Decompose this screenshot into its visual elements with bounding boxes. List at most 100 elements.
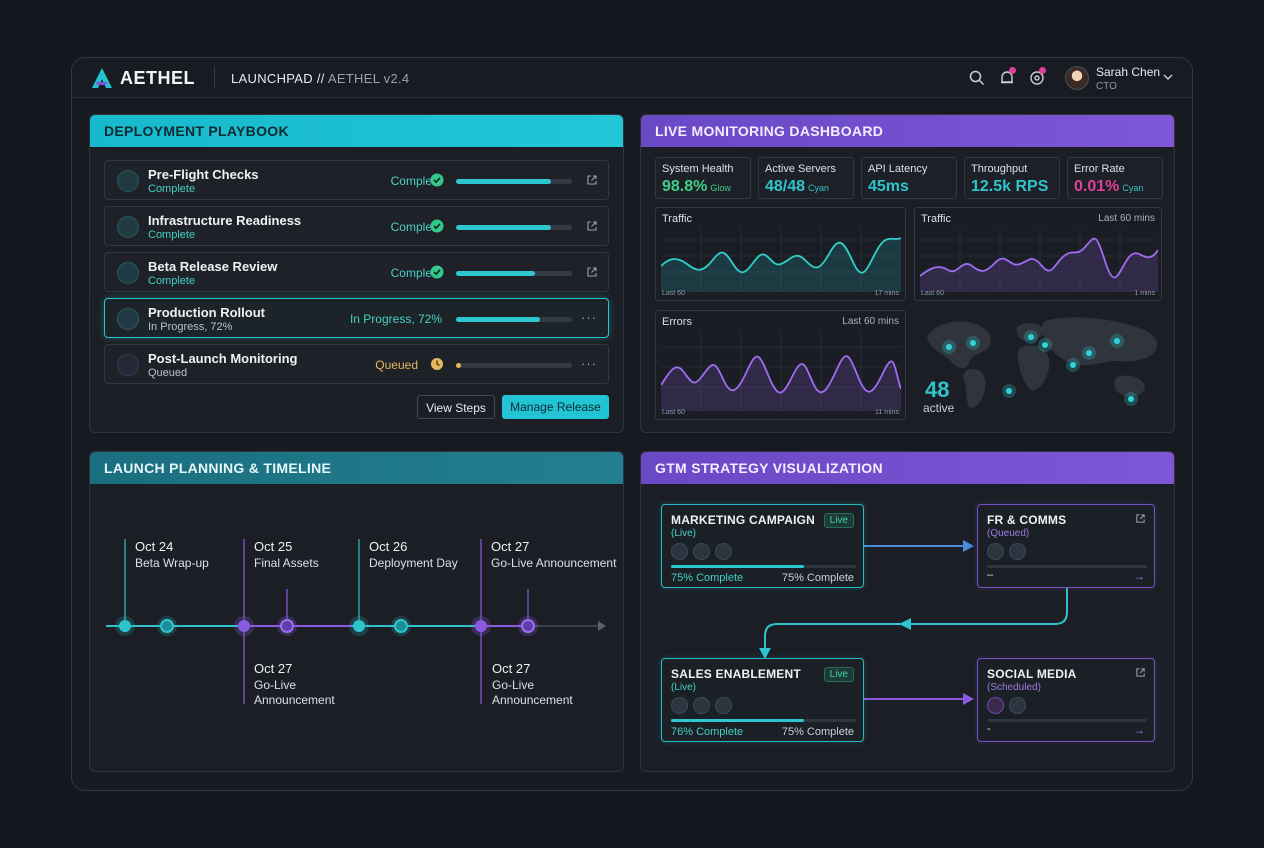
- traffic-chart-last-60[interactable]: Traffic Last 60 mins Last 60 1 mins: [914, 207, 1162, 301]
- step-icon: [117, 308, 139, 330]
- status-badge: Live: [823, 513, 854, 528]
- step-progress-bar: [456, 225, 572, 230]
- active-count: 48: [925, 377, 950, 402]
- bell-icon[interactable]: [998, 69, 1016, 87]
- external-link-icon[interactable]: [586, 174, 598, 186]
- external-link-icon[interactable]: [1135, 667, 1146, 678]
- node-subtitle: (Live): [671, 682, 697, 693]
- axis-tick: Last 60: [662, 409, 685, 416]
- share-icon: [693, 543, 710, 560]
- check-circle-icon: [430, 265, 444, 279]
- channel-icons: [987, 543, 1031, 560]
- milestone-date: Oct 26: [369, 539, 408, 554]
- view-steps-button[interactable]: View Steps: [417, 395, 495, 419]
- playbook-step-active[interactable]: Production Rollout In Progress, 72% In P…: [104, 298, 609, 338]
- milestone-date: Oct 25: [254, 539, 293, 554]
- marketing-campaign-node[interactable]: MARKETING CAMPAIGN (Live) Live 75% Compl…: [661, 504, 864, 588]
- arrow-right-icon[interactable]: →: [1133, 569, 1145, 583]
- axis-tick: 11 mins: [875, 409, 899, 416]
- axis-tick: Last 60: [662, 290, 685, 297]
- channel-icons: [671, 543, 737, 560]
- step-icon: [117, 354, 139, 376]
- milestone-date: Oct 27: [254, 661, 293, 676]
- node-progress-bar: [987, 719, 1147, 722]
- more-options-icon[interactable]: ···: [581, 310, 597, 325]
- user-name[interactable]: Sarah Chen: [1096, 65, 1161, 79]
- milestone-date: Oct 27: [491, 539, 530, 554]
- node-subtitle: (Scheduled): [987, 682, 1041, 693]
- gtm-strategy-panel: GTM STRATEGY VISUALIZATION MARKETING CAM…: [640, 451, 1175, 772]
- social-media-node[interactable]: SOCIAL MEDIA (Scheduled) - →: [977, 658, 1155, 742]
- gtm-flow-connectors: [759, 540, 1068, 705]
- playbook-step[interactable]: Post-Launch Monitoring Queued Queued ···: [104, 344, 609, 384]
- progress-label: 75% Complete: [781, 726, 854, 738]
- stat-label: Active Servers: [765, 163, 836, 175]
- node-subtitle: (Queued): [987, 528, 1030, 539]
- stat-card-active-servers: Active Servers 48/48 Cyan: [758, 157, 854, 199]
- playbook-step[interactable]: Pre-Flight Checks Complete Complete: [104, 160, 609, 200]
- pr-comms-node[interactable]: FR & COMMS (Queued) – →: [977, 504, 1155, 588]
- chevron-down-icon[interactable]: [1161, 70, 1175, 84]
- milestone-label: Go-Live Announcement: [491, 556, 617, 570]
- notification-dot: [1009, 67, 1016, 74]
- playbook-step[interactable]: Beta Release Review Complete Complete: [104, 252, 609, 292]
- progress-label: 75% Complete: [671, 572, 744, 584]
- live-monitoring-panel: LIVE MONITORING DASHBOARD System Health …: [640, 114, 1175, 433]
- progress-label: –: [987, 569, 994, 581]
- traffic-sparkline: [920, 228, 1158, 292]
- stat-card-throughput: Throughput 12.5k RPS: [964, 157, 1060, 199]
- step-status: Complete: [390, 266, 442, 280]
- check-circle-icon: [430, 219, 444, 233]
- manage-release-button[interactable]: Manage Release: [502, 395, 609, 419]
- channel-icons: [671, 697, 737, 714]
- panel-title: LAUNCH PLANNING & TIMELINE: [90, 452, 623, 484]
- traffic-chart[interactable]: Traffic Last 60 17 mins: [655, 207, 906, 301]
- stat-card-error-rate: Error Rate 0.01% Cyan: [1067, 157, 1163, 199]
- world-map[interactable]: [921, 307, 1173, 419]
- node-title: MARKETING CAMPAIGN: [671, 513, 816, 527]
- step-title: Infrastructure Readiness: [148, 213, 302, 228]
- step-status: Complete: [390, 220, 442, 234]
- stat-value: 45ms: [868, 178, 909, 195]
- stat-label: Throughput: [971, 163, 1028, 175]
- external-link-icon[interactable]: [586, 266, 598, 278]
- aethel-logo-icon: [92, 68, 112, 88]
- breadcrumb-version: AETHEL v2.4: [327, 71, 410, 86]
- chart-range: Last 60 mins: [842, 316, 899, 327]
- app-window: AETHEL LAUNCHPAD // AETHEL v2.4 Sarah Ch…: [71, 57, 1193, 791]
- brand-name: AETHEL: [120, 68, 195, 88]
- stat-label: API Latency: [868, 163, 928, 175]
- settings-icon[interactable]: [1028, 69, 1046, 87]
- more-options-icon[interactable]: ···: [581, 356, 597, 371]
- node-progress-bar: [987, 565, 1147, 568]
- progress-label: 75% Complete: [781, 572, 854, 584]
- milestone-label: Go-Live: [254, 678, 297, 692]
- avatar[interactable]: [1065, 66, 1089, 90]
- step-title: Post-Launch Monitoring: [148, 351, 298, 366]
- divider: [214, 67, 215, 89]
- step-title: Beta Release Review: [148, 259, 278, 274]
- step-icon: [117, 262, 139, 284]
- chart-label: Traffic: [921, 213, 951, 225]
- external-link-icon[interactable]: [1135, 513, 1146, 524]
- step-subtitle: Queued: [148, 367, 188, 379]
- stat-value: 0.01% Cyan: [1074, 178, 1144, 195]
- stat-card-system-health: System Health 98.8% Glow: [655, 157, 751, 199]
- breadcrumb-app[interactable]: LAUNCHPAD //: [231, 71, 325, 86]
- playbook-step[interactable]: Infrastructure Readiness Complete Comple…: [104, 206, 609, 246]
- top-bar: AETHEL LAUNCHPAD // AETHEL v2.4 Sarah Ch…: [72, 58, 1192, 98]
- step-title: Production Rollout: [148, 305, 265, 320]
- step-subtitle: Complete: [148, 229, 196, 241]
- stat-label: Error Rate: [1074, 163, 1125, 175]
- clock-icon: [431, 358, 443, 370]
- sales-enablement-node[interactable]: SALES ENABLEMENT (Live) Live 76% Complet…: [661, 658, 864, 742]
- status-badge: Live: [823, 667, 854, 682]
- errors-chart[interactable]: Errors Last 60 mins Last 60 11 mins: [655, 310, 906, 420]
- node-subtitle: (Live): [671, 528, 697, 539]
- search-icon[interactable]: [968, 69, 986, 87]
- arrow-right-icon[interactable]: →: [1133, 723, 1145, 737]
- step-status: In Progress, 72%: [349, 312, 442, 326]
- external-link-icon[interactable]: [586, 220, 598, 232]
- step-subtitle: Complete: [148, 275, 196, 287]
- milestone-label: Final Assets: [254, 556, 319, 570]
